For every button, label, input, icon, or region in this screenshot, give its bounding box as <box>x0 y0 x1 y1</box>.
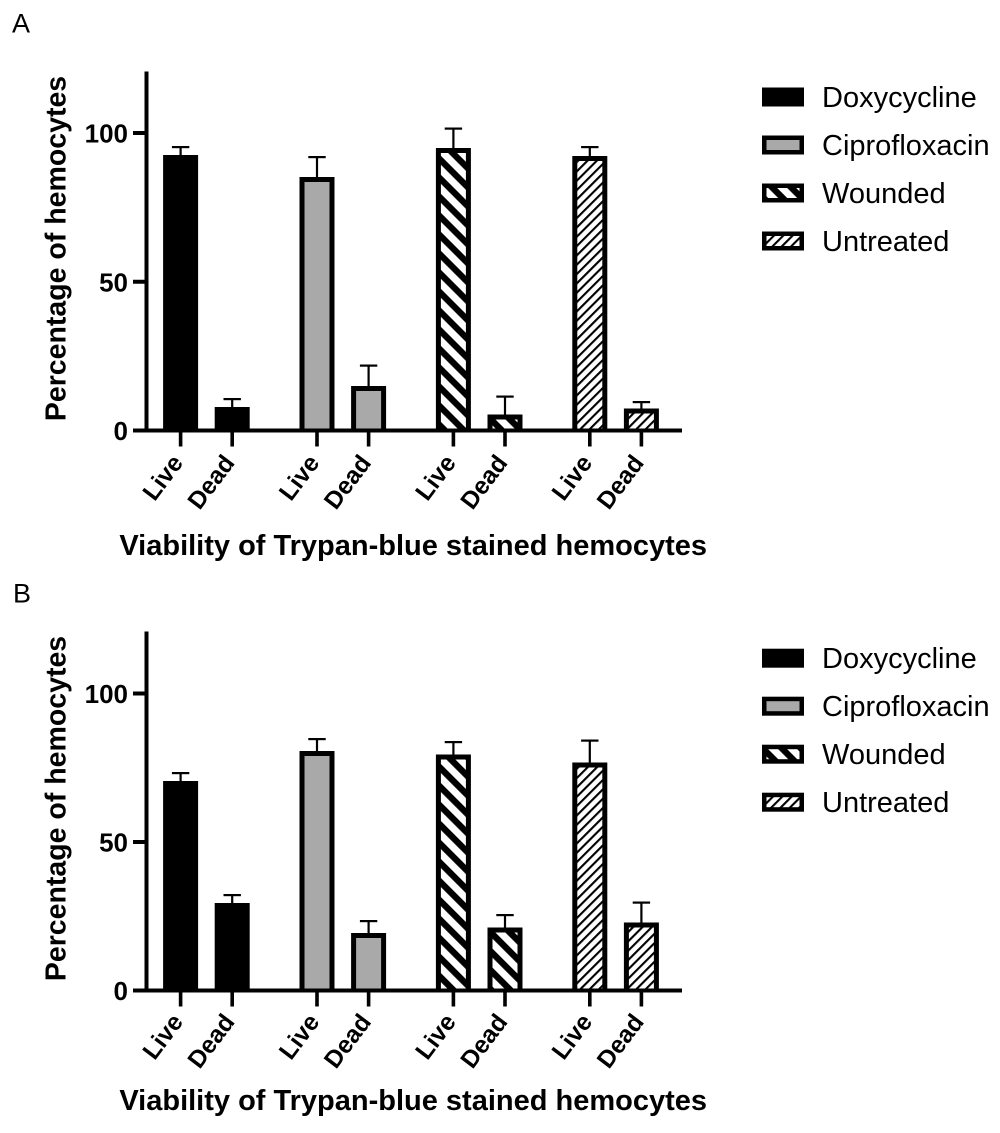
svg-text:Percentage of hemocytes: Percentage of hemocytes <box>41 636 73 981</box>
svg-text:Viability of Trypan-blue stain: Viability of Trypan-blue stained hemocyt… <box>119 1085 707 1117</box>
svg-text:Percentage of hemocytes: Percentage of hemocytes <box>41 76 73 421</box>
svg-text:0: 0 <box>114 976 128 1006</box>
svg-text:50: 50 <box>99 828 128 858</box>
svg-text:Doxycycline: Doxycycline <box>822 643 977 675</box>
svg-text:Doxycycline: Doxycycline <box>822 82 977 114</box>
svg-text:Ciprofloxacin: Ciprofloxacin <box>822 691 990 723</box>
svg-text:Viability of Trypan-blue stain: Viability of Trypan-blue stained hemocyt… <box>119 530 707 562</box>
svg-text:Untreated: Untreated <box>822 226 949 258</box>
svg-text:Untreated: Untreated <box>822 787 949 819</box>
svg-text:Wounded: Wounded <box>822 178 946 210</box>
svg-text:A: A <box>12 9 30 39</box>
svg-text:B: B <box>13 579 31 609</box>
svg-text:100: 100 <box>85 119 128 149</box>
svg-text:100: 100 <box>85 679 128 709</box>
svg-text:Wounded: Wounded <box>822 739 946 771</box>
svg-text:50: 50 <box>99 267 128 297</box>
svg-text:Ciprofloxacin: Ciprofloxacin <box>822 130 990 162</box>
svg-text:0: 0 <box>114 416 128 446</box>
